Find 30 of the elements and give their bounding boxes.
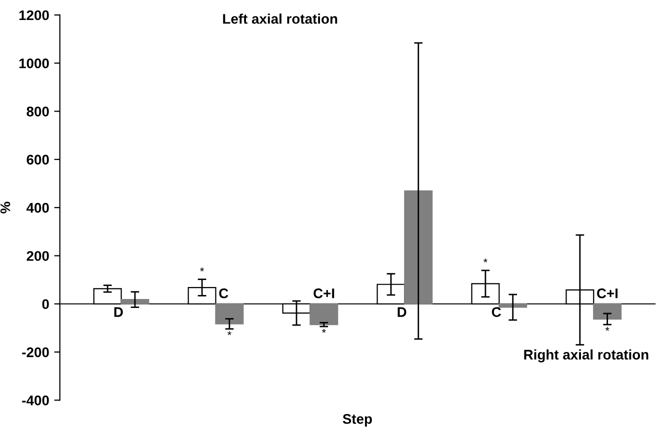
x-tick-label: C xyxy=(492,307,501,317)
bar xyxy=(215,303,244,324)
bar xyxy=(120,298,150,304)
y-tick-label: 0 xyxy=(42,299,49,310)
y-tick-label: 1200 xyxy=(19,10,49,20)
bar xyxy=(593,303,622,320)
data-label: * xyxy=(605,326,610,331)
x-tick-label: C+I xyxy=(314,288,334,298)
y-tick-label: 200 xyxy=(26,251,49,261)
x-axis-title: Step xyxy=(342,414,372,427)
data-label: * xyxy=(322,328,326,333)
bar xyxy=(310,303,338,326)
data-label: * xyxy=(483,258,488,262)
data-label: * xyxy=(227,331,232,336)
x-tick-label: C+I xyxy=(597,288,618,298)
bar xyxy=(404,190,433,304)
y-tick-label: -200 xyxy=(22,347,49,358)
y-tick-label: 800 xyxy=(26,106,49,116)
y-tick-label: 1000 xyxy=(19,58,49,68)
y-tick-label: 600 xyxy=(26,154,49,165)
y-tick-label: -400 xyxy=(22,396,49,406)
annotation: Left axial rotation xyxy=(223,14,338,24)
y-axis-title: % xyxy=(0,202,10,214)
x-tick-label: D xyxy=(398,307,406,317)
data-label: * xyxy=(200,267,204,272)
x-tick-label: D xyxy=(114,307,123,317)
bar xyxy=(498,303,528,308)
x-tick-label: C xyxy=(219,288,228,298)
annotation: Right axial rotation xyxy=(524,349,648,362)
y-tick-label: 400 xyxy=(26,202,49,213)
